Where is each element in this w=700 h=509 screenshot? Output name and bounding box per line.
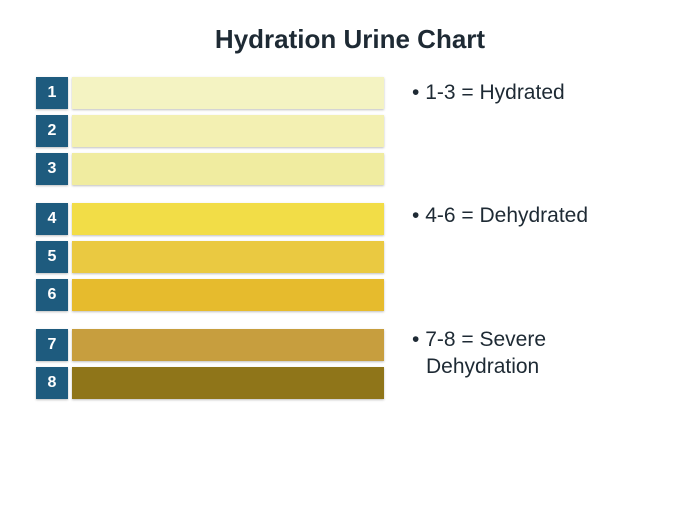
swatch-row: 5 [36, 241, 384, 273]
hydration-chart: 1 2 3 4 5 6 [36, 77, 664, 399]
legend-column: 1-3 = Hydrated 4-6 = Dehydrated 7-8 = Se… [412, 77, 612, 399]
swatch-row: 3 [36, 153, 384, 185]
color-bar [72, 367, 384, 399]
color-bar [72, 153, 384, 185]
legend-hydrated: 1-3 = Hydrated [412, 79, 612, 106]
level-number: 5 [36, 241, 68, 273]
swatch-group-hydrated: 1 2 3 [36, 77, 384, 185]
swatch-row: 7 [36, 329, 384, 361]
level-number: 2 [36, 115, 68, 147]
level-number: 3 [36, 153, 68, 185]
color-bar [72, 279, 384, 311]
swatch-row: 1 [36, 77, 384, 109]
chart-title: Hydration Urine Chart [36, 24, 664, 55]
color-bar [72, 115, 384, 147]
level-number: 6 [36, 279, 68, 311]
color-bar [72, 241, 384, 273]
legend-severe: 7-8 = Severe Dehydration [412, 326, 612, 381]
level-number: 4 [36, 203, 68, 235]
level-number: 1 [36, 77, 68, 109]
level-number: 7 [36, 329, 68, 361]
swatch-group-severe: 7 8 [36, 329, 384, 399]
color-bar [72, 203, 384, 235]
swatch-row: 6 [36, 279, 384, 311]
swatch-group-dehydrated: 4 5 6 [36, 203, 384, 311]
swatch-row: 2 [36, 115, 384, 147]
swatch-row: 4 [36, 203, 384, 235]
swatch-column: 1 2 3 4 5 6 [36, 77, 384, 399]
color-bar [72, 77, 384, 109]
swatch-row: 8 [36, 367, 384, 399]
color-bar [72, 329, 384, 361]
legend-dehydrated: 4-6 = Dehydrated [412, 202, 612, 229]
level-number: 8 [36, 367, 68, 399]
